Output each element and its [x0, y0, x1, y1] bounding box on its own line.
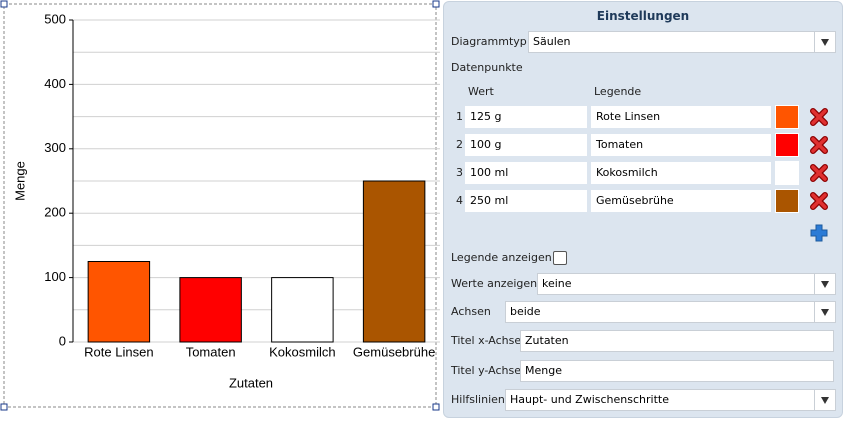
handle[interactable] [0, 403, 8, 411]
y-tick-label: 200 [44, 205, 66, 220]
input-value: Menge [525, 364, 562, 377]
legend-input[interactable]: Gemüsebrühe [591, 190, 771, 212]
settings-panel: Einstellungen Diagrammtyp Säulen Datenpu… [443, 1, 843, 418]
dropdown-arrow [814, 32, 835, 52]
row-index: 4 [456, 194, 463, 207]
text-input[interactable]: Menge [520, 360, 834, 382]
dropdown-arrow [814, 390, 835, 410]
row-index: 3 [456, 166, 463, 179]
x-tick-label: Gemüsebrühe [353, 344, 435, 359]
color-swatch[interactable] [775, 133, 799, 157]
dropdown[interactable]: Säulen [528, 31, 836, 53]
chart: Zutaten Menge 0 100 200 300 400 500 Rote Linse… [0, 0, 440, 411]
add-button[interactable] [810, 224, 828, 242]
label: Werte anzeigen [451, 277, 538, 290]
y-tick-label: 0 [59, 333, 66, 348]
dropdown[interactable]: Haupt- und Zwischenschritte [505, 389, 836, 411]
color-swatch[interactable] [775, 189, 799, 213]
y-tick-label: 500 [44, 11, 66, 26]
column-header: Legende [594, 85, 642, 98]
bar [87, 261, 151, 343]
row-index: 1 [456, 110, 463, 123]
row-index: 2 [456, 138, 463, 151]
label: Datenpunkte [451, 61, 523, 74]
legend-input[interactable]: Rote Linsen [591, 106, 771, 128]
text-input[interactable]: Zutaten [520, 330, 834, 352]
delete-button[interactable] [810, 108, 828, 126]
checkbox[interactable] [553, 251, 567, 265]
dropdown-value: beide [510, 305, 541, 318]
x-tick-label: Kokosmilch [269, 344, 335, 359]
y-tick-label: 100 [44, 269, 66, 284]
label: Diagrammtyp [451, 35, 527, 48]
y-tick-label: 300 [44, 140, 66, 155]
value-input[interactable]: 100 ml [465, 162, 587, 184]
dropdown[interactable]: keine [537, 273, 836, 295]
value-input[interactable]: 125 g [465, 106, 587, 128]
handle[interactable] [432, 403, 440, 411]
handle[interactable] [0, 0, 8, 8]
delete-button[interactable] [810, 136, 828, 154]
panel-title: Einstellungen [596, 9, 690, 23]
x-tick-label: Rote Linsen [84, 344, 153, 359]
value-input[interactable]: 250 ml [465, 190, 587, 212]
x-tick-label: Tomaten [186, 344, 236, 359]
input-value: Zutaten [525, 334, 569, 347]
selection-frame [3, 3, 437, 408]
x-axis-title: Zutaten [229, 375, 273, 390]
legend-input[interactable]: Kokosmilch [591, 162, 771, 184]
label: Titel x-Achse [451, 334, 522, 347]
delete-button[interactable] [810, 192, 828, 210]
bar [362, 180, 426, 343]
dropdown-arrow [814, 274, 835, 294]
dropdown-value: Säulen [533, 35, 571, 48]
bar [179, 277, 242, 343]
label: Achsen [451, 305, 491, 318]
dropdown[interactable]: beide [505, 301, 836, 323]
label: Titel y-Achse [451, 364, 521, 377]
dropdown-value: Haupt- und Zwischenschritte [510, 393, 669, 406]
column-header: Wert [468, 85, 494, 98]
label: Hilfslinien [451, 393, 505, 406]
delete-button[interactable] [810, 164, 828, 182]
legend-input[interactable]: Tomaten [591, 134, 771, 156]
color-swatch[interactable] [775, 161, 799, 185]
dropdown-arrow [814, 302, 835, 322]
handle[interactable] [432, 0, 440, 8]
y-axis-title: Menge [12, 161, 27, 201]
bar [271, 277, 334, 343]
value-input[interactable]: 100 g [465, 134, 587, 156]
dropdown-value: keine [542, 277, 572, 290]
y-tick-label: 400 [44, 76, 66, 91]
color-swatch[interactable] [775, 105, 799, 129]
label: Legende anzeigen [451, 251, 552, 264]
